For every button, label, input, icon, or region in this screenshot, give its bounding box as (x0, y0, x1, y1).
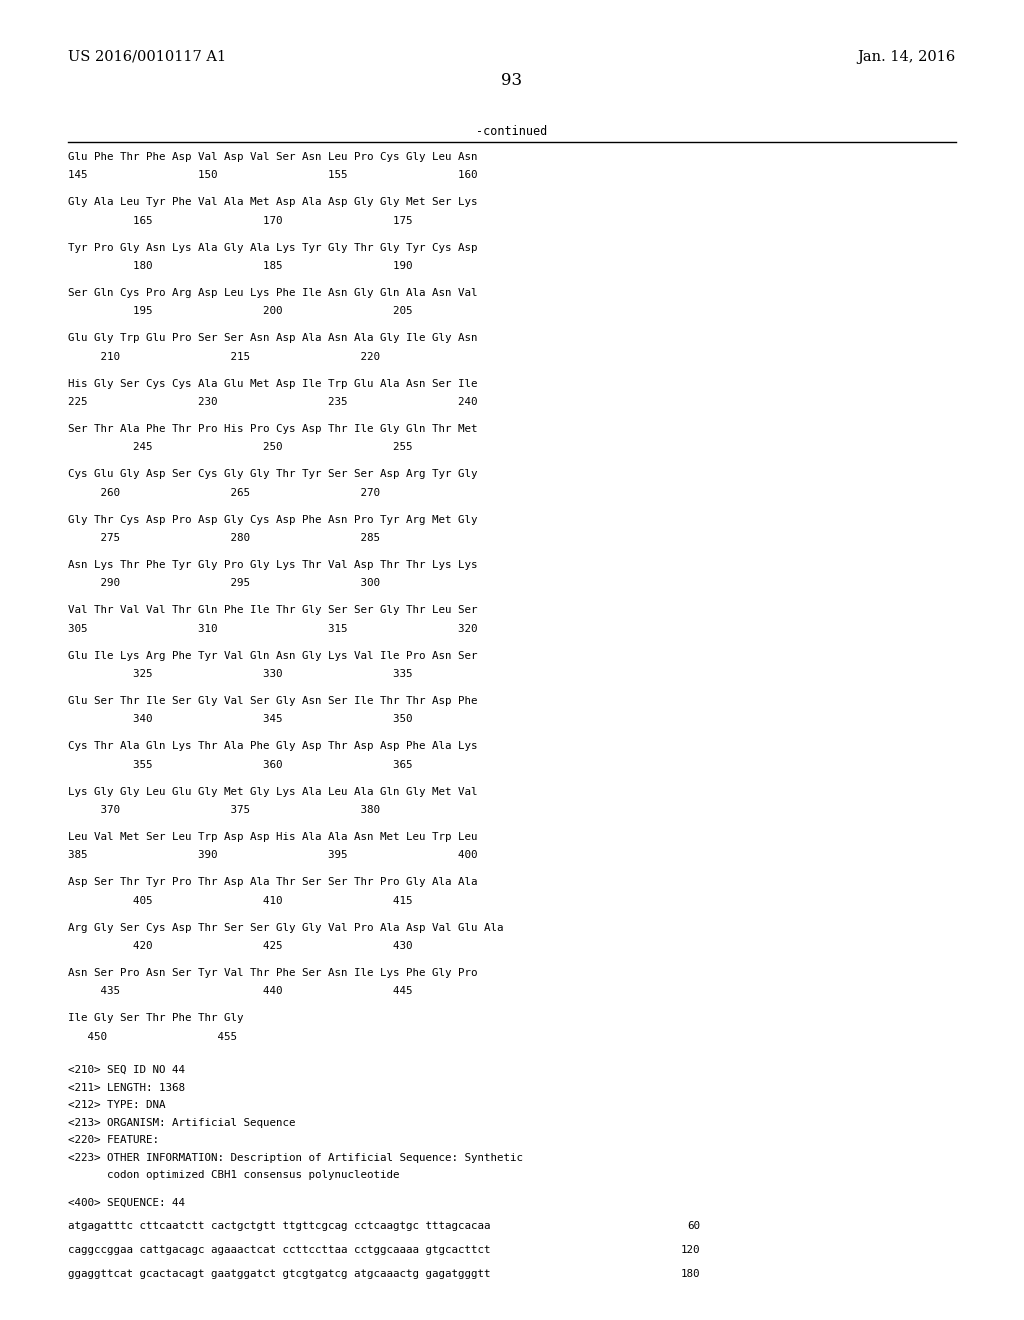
Text: <400> SEQUENCE: 44: <400> SEQUENCE: 44 (68, 1197, 185, 1208)
Text: 405                 410                 415: 405 410 415 (68, 896, 413, 906)
Text: US 2016/0010117 A1: US 2016/0010117 A1 (68, 50, 226, 63)
Text: codon optimized CBH1 consensus polynucleotide: codon optimized CBH1 consensus polynucle… (68, 1171, 399, 1180)
Text: Jan. 14, 2016: Jan. 14, 2016 (858, 50, 956, 63)
Text: 210                 215                 220: 210 215 220 (68, 352, 380, 362)
Text: Tyr Pro Gly Asn Lys Ala Gly Ala Lys Tyr Gly Thr Gly Tyr Cys Asp: Tyr Pro Gly Asn Lys Ala Gly Ala Lys Tyr … (68, 243, 477, 252)
Text: Ser Thr Ala Phe Thr Pro His Pro Cys Asp Thr Ile Gly Gln Thr Met: Ser Thr Ala Phe Thr Pro His Pro Cys Asp … (68, 424, 477, 434)
Text: <223> OTHER INFORMATION: Description of Artificial Sequence: Synthetic: <223> OTHER INFORMATION: Description of … (68, 1152, 523, 1163)
Text: atgagatttc cttcaatctt cactgctgtt ttgttcgcag cctcaagtgc tttagcacaa: atgagatttc cttcaatctt cactgctgtt ttgttcg… (68, 1221, 490, 1232)
Text: ggaggttcat gcactacagt gaatggatct gtcgtgatcg atgcaaactg gagatgggtt: ggaggttcat gcactacagt gaatggatct gtcgtga… (68, 1270, 490, 1279)
Text: 120: 120 (681, 1245, 700, 1255)
Text: <211> LENGTH: 1368: <211> LENGTH: 1368 (68, 1082, 185, 1093)
Text: Gly Ala Leu Tyr Phe Val Ala Met Asp Ala Asp Gly Gly Met Ser Lys: Gly Ala Leu Tyr Phe Val Ala Met Asp Ala … (68, 197, 477, 207)
Text: 450                 455: 450 455 (68, 1032, 237, 1041)
Text: caggccggaa cattgacagc agaaactcat ccttccttaa cctggcaaaa gtgcacttct: caggccggaa cattgacagc agaaactcat ccttcct… (68, 1245, 490, 1255)
Text: 165                 170                 175: 165 170 175 (68, 216, 413, 226)
Text: 340                 345                 350: 340 345 350 (68, 714, 413, 725)
Text: 385                 390                 395                 400: 385 390 395 400 (68, 850, 477, 861)
Text: Leu Val Met Ser Leu Trp Asp Asp His Ala Ala Asn Met Leu Trp Leu: Leu Val Met Ser Leu Trp Asp Asp His Ala … (68, 832, 477, 842)
Text: Asn Ser Pro Asn Ser Tyr Val Thr Phe Ser Asn Ile Lys Phe Gly Pro: Asn Ser Pro Asn Ser Tyr Val Thr Phe Ser … (68, 968, 477, 978)
Text: 145                 150                 155                 160: 145 150 155 160 (68, 170, 477, 181)
Text: 435                      440                 445: 435 440 445 (68, 986, 413, 997)
Text: -continued: -continued (476, 125, 548, 139)
Text: Asp Ser Thr Tyr Pro Thr Asp Ala Thr Ser Ser Thr Pro Gly Ala Ala: Asp Ser Thr Tyr Pro Thr Asp Ala Thr Ser … (68, 878, 477, 887)
Text: 93: 93 (502, 73, 522, 88)
Text: Glu Ser Thr Ile Ser Gly Val Ser Gly Asn Ser Ile Thr Thr Asp Phe: Glu Ser Thr Ile Ser Gly Val Ser Gly Asn … (68, 696, 477, 706)
Text: Cys Thr Ala Gln Lys Thr Ala Phe Gly Asp Thr Asp Asp Phe Ala Lys: Cys Thr Ala Gln Lys Thr Ala Phe Gly Asp … (68, 742, 477, 751)
Text: 245                 250                 255: 245 250 255 (68, 442, 413, 453)
Text: 180                 185                 190: 180 185 190 (68, 261, 413, 271)
Text: Glu Gly Trp Glu Pro Ser Ser Asn Asp Ala Asn Ala Gly Ile Gly Asn: Glu Gly Trp Glu Pro Ser Ser Asn Asp Ala … (68, 334, 477, 343)
Text: Cys Glu Gly Asp Ser Cys Gly Gly Thr Tyr Ser Ser Asp Arg Tyr Gly: Cys Glu Gly Asp Ser Cys Gly Gly Thr Tyr … (68, 470, 477, 479)
Text: <213> ORGANISM: Artificial Sequence: <213> ORGANISM: Artificial Sequence (68, 1118, 296, 1127)
Text: Glu Ile Lys Arg Phe Tyr Val Gln Asn Gly Lys Val Ile Pro Asn Ser: Glu Ile Lys Arg Phe Tyr Val Gln Asn Gly … (68, 651, 477, 660)
Text: 370                 375                 380: 370 375 380 (68, 805, 380, 814)
Text: <210> SEQ ID NO 44: <210> SEQ ID NO 44 (68, 1065, 185, 1074)
Text: Lys Gly Gly Leu Glu Gly Met Gly Lys Ala Leu Ala Gln Gly Met Val: Lys Gly Gly Leu Glu Gly Met Gly Lys Ala … (68, 787, 477, 796)
Text: 305                 310                 315                 320: 305 310 315 320 (68, 624, 477, 634)
Text: 290                 295                 300: 290 295 300 (68, 578, 380, 589)
Text: <212> TYPE: DNA: <212> TYPE: DNA (68, 1100, 166, 1110)
Text: 180: 180 (681, 1270, 700, 1279)
Text: Ile Gly Ser Thr Phe Thr Gly: Ile Gly Ser Thr Phe Thr Gly (68, 1014, 244, 1023)
Text: 60: 60 (687, 1221, 700, 1232)
Text: 420                 425                 430: 420 425 430 (68, 941, 413, 950)
Text: Arg Gly Ser Cys Asp Thr Ser Ser Gly Gly Val Pro Ala Asp Val Glu Ala: Arg Gly Ser Cys Asp Thr Ser Ser Gly Gly … (68, 923, 504, 932)
Text: His Gly Ser Cys Cys Ala Glu Met Asp Ile Trp Glu Ala Asn Ser Ile: His Gly Ser Cys Cys Ala Glu Met Asp Ile … (68, 379, 477, 388)
Text: <220> FEATURE:: <220> FEATURE: (68, 1135, 159, 1146)
Text: 325                 330                 335: 325 330 335 (68, 669, 413, 678)
Text: 260                 265                 270: 260 265 270 (68, 488, 380, 498)
Text: Val Thr Val Val Thr Gln Phe Ile Thr Gly Ser Ser Gly Thr Leu Ser: Val Thr Val Val Thr Gln Phe Ile Thr Gly … (68, 606, 477, 615)
Text: 355                 360                 365: 355 360 365 (68, 760, 413, 770)
Text: 275                 280                 285: 275 280 285 (68, 533, 380, 543)
Text: 225                 230                 235                 240: 225 230 235 240 (68, 397, 477, 407)
Text: Asn Lys Thr Phe Tyr Gly Pro Gly Lys Thr Val Asp Thr Thr Lys Lys: Asn Lys Thr Phe Tyr Gly Pro Gly Lys Thr … (68, 560, 477, 570)
Text: 195                 200                 205: 195 200 205 (68, 306, 413, 317)
Text: Ser Gln Cys Pro Arg Asp Leu Lys Phe Ile Asn Gly Gln Ala Asn Val: Ser Gln Cys Pro Arg Asp Leu Lys Phe Ile … (68, 288, 477, 298)
Text: Gly Thr Cys Asp Pro Asp Gly Cys Asp Phe Asn Pro Tyr Arg Met Gly: Gly Thr Cys Asp Pro Asp Gly Cys Asp Phe … (68, 515, 477, 524)
Text: Glu Phe Thr Phe Asp Val Asp Val Ser Asn Leu Pro Cys Gly Leu Asn: Glu Phe Thr Phe Asp Val Asp Val Ser Asn … (68, 152, 477, 162)
